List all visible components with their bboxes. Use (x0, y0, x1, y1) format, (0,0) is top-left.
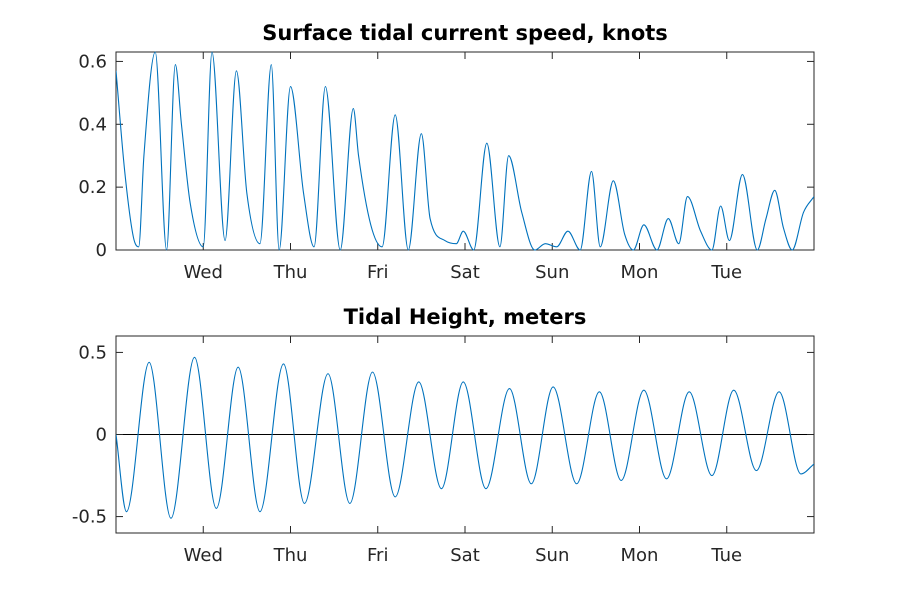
y-tick-label: 0 (96, 425, 107, 446)
x-tick-label: Wed (184, 262, 223, 283)
x-tick-label: Tue (710, 262, 742, 283)
x-tick-label: Tue (710, 545, 742, 566)
x-tick-label: Mon (621, 262, 659, 283)
plot-frame (115, 51, 815, 251)
series-line-1 (116, 51, 814, 251)
x-tick-label: Sat (450, 545, 480, 566)
x-tick-label: Wed (184, 545, 223, 566)
y-tick-label: 0.2 (78, 177, 107, 198)
y-tick-label: 0.5 (78, 342, 107, 363)
series-line-1 (116, 356, 814, 519)
x-tick-label: Sat (450, 262, 480, 283)
y-tick-label: 0 (96, 240, 107, 261)
y-tick-label: 0.4 (78, 114, 107, 135)
chart-title: Tidal Height, meters (344, 305, 587, 329)
x-tick-label: Thu (273, 262, 308, 283)
chart-panel-2: Tidal Height, meters -0.5 0 0.5 Wed Thu Fri Sat… (72, 305, 815, 566)
chart-title: Surface tidal current speed, knots (262, 21, 668, 45)
x-tick-label: Sun (535, 545, 569, 566)
x-tick-label: Sun (535, 262, 569, 283)
y-tick-label: 0.6 (78, 51, 107, 72)
y-tick-label: -0.5 (72, 507, 107, 528)
x-tick-label: Thu (273, 545, 308, 566)
x-tick-label: Mon (621, 545, 659, 566)
x-tick-label: Fri (367, 545, 388, 566)
chart-panel-1: Surface tidal current speed, knots 0 0.2 0.… (78, 21, 815, 283)
x-tick-label: Fri (367, 262, 388, 283)
